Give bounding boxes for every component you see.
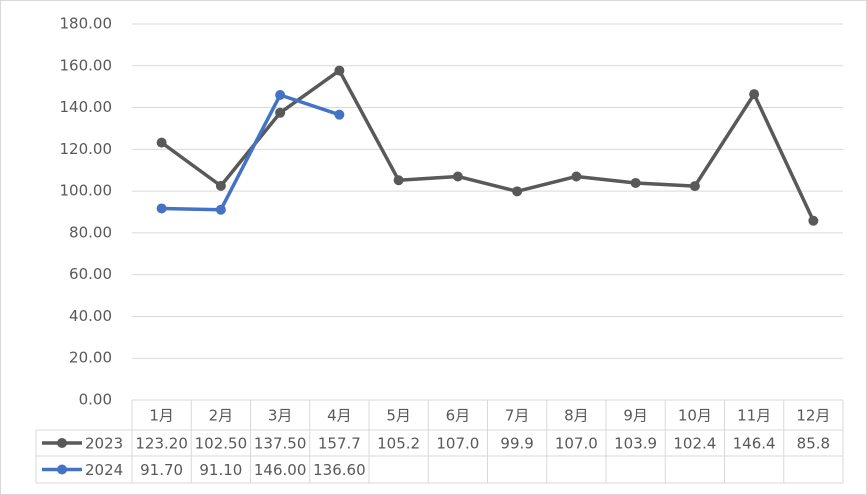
x-tick-label: 10月: [678, 407, 712, 425]
series-marker: [452, 171, 463, 182]
y-tick-label: 20.00: [69, 349, 112, 367]
x-tick-label: 9月: [623, 407, 648, 425]
x-tick-label: 2月: [209, 407, 234, 425]
table-value: 146.00: [254, 461, 307, 479]
x-tick-label: 6月: [446, 407, 471, 425]
series-marker: [334, 65, 345, 76]
series-marker: [630, 177, 641, 188]
series-marker: [393, 175, 404, 186]
x-tick-label: 1月: [149, 407, 174, 425]
table-value: 85.8: [797, 435, 830, 453]
table-value: 137.50: [254, 435, 307, 453]
table-value: 123.20: [135, 435, 188, 453]
table-value: 99.9: [500, 435, 533, 453]
table-value: 157.7: [318, 435, 361, 453]
x-tick-label: 8月: [564, 407, 589, 425]
legend-label: 2023: [85, 435, 123, 453]
y-tick-label: 120.00: [60, 140, 113, 158]
y-tick-label: 0.00: [79, 391, 112, 409]
series-line: [161, 93, 340, 212]
series-marker: [275, 90, 286, 101]
series-marker: [156, 203, 167, 214]
series-line: [160, 68, 815, 222]
series-marker: [334, 109, 345, 120]
table-value: 91.70: [140, 461, 183, 479]
series-marker: [215, 204, 226, 215]
table-value: 107.0: [555, 435, 598, 453]
legend-marker: [57, 438, 67, 448]
table-value: 107.0: [436, 435, 479, 453]
y-tick-label: 100.00: [60, 182, 113, 200]
x-tick-label: 3月: [268, 407, 293, 425]
y-tick-label: 180.00: [60, 15, 113, 33]
series-marker: [215, 180, 226, 191]
series-marker: [156, 137, 167, 148]
y-tick-label: 80.00: [69, 223, 112, 241]
table-value: 91.10: [199, 461, 242, 479]
series-marker: [749, 89, 760, 100]
table-value: 102.50: [195, 435, 248, 453]
table-value: 103.9: [614, 435, 657, 453]
y-tick-label: 60.00: [69, 265, 112, 283]
x-tick-label: 4月: [327, 407, 352, 425]
series-marker: [808, 215, 819, 226]
table-value: 102.4: [673, 435, 716, 453]
y-tick-label: 160.00: [60, 56, 113, 74]
legend-label: 2024: [85, 461, 123, 479]
table-value: 105.2: [377, 435, 420, 453]
table-value: 136.60: [313, 461, 366, 479]
legend-marker: [57, 464, 67, 475]
series-marker: [275, 107, 286, 118]
x-tick-label: 11月: [737, 407, 771, 425]
table-value: 146.4: [733, 435, 776, 453]
series-marker: [512, 186, 523, 197]
series-marker: [689, 181, 700, 192]
y-tick-label: 140.00: [60, 98, 113, 116]
series-marker: [571, 171, 582, 182]
x-tick-label: 7月: [505, 407, 530, 425]
x-tick-label: 5月: [386, 407, 411, 425]
y-tick-label: 40.00: [69, 307, 112, 325]
x-tick-label: 12月: [796, 407, 830, 425]
